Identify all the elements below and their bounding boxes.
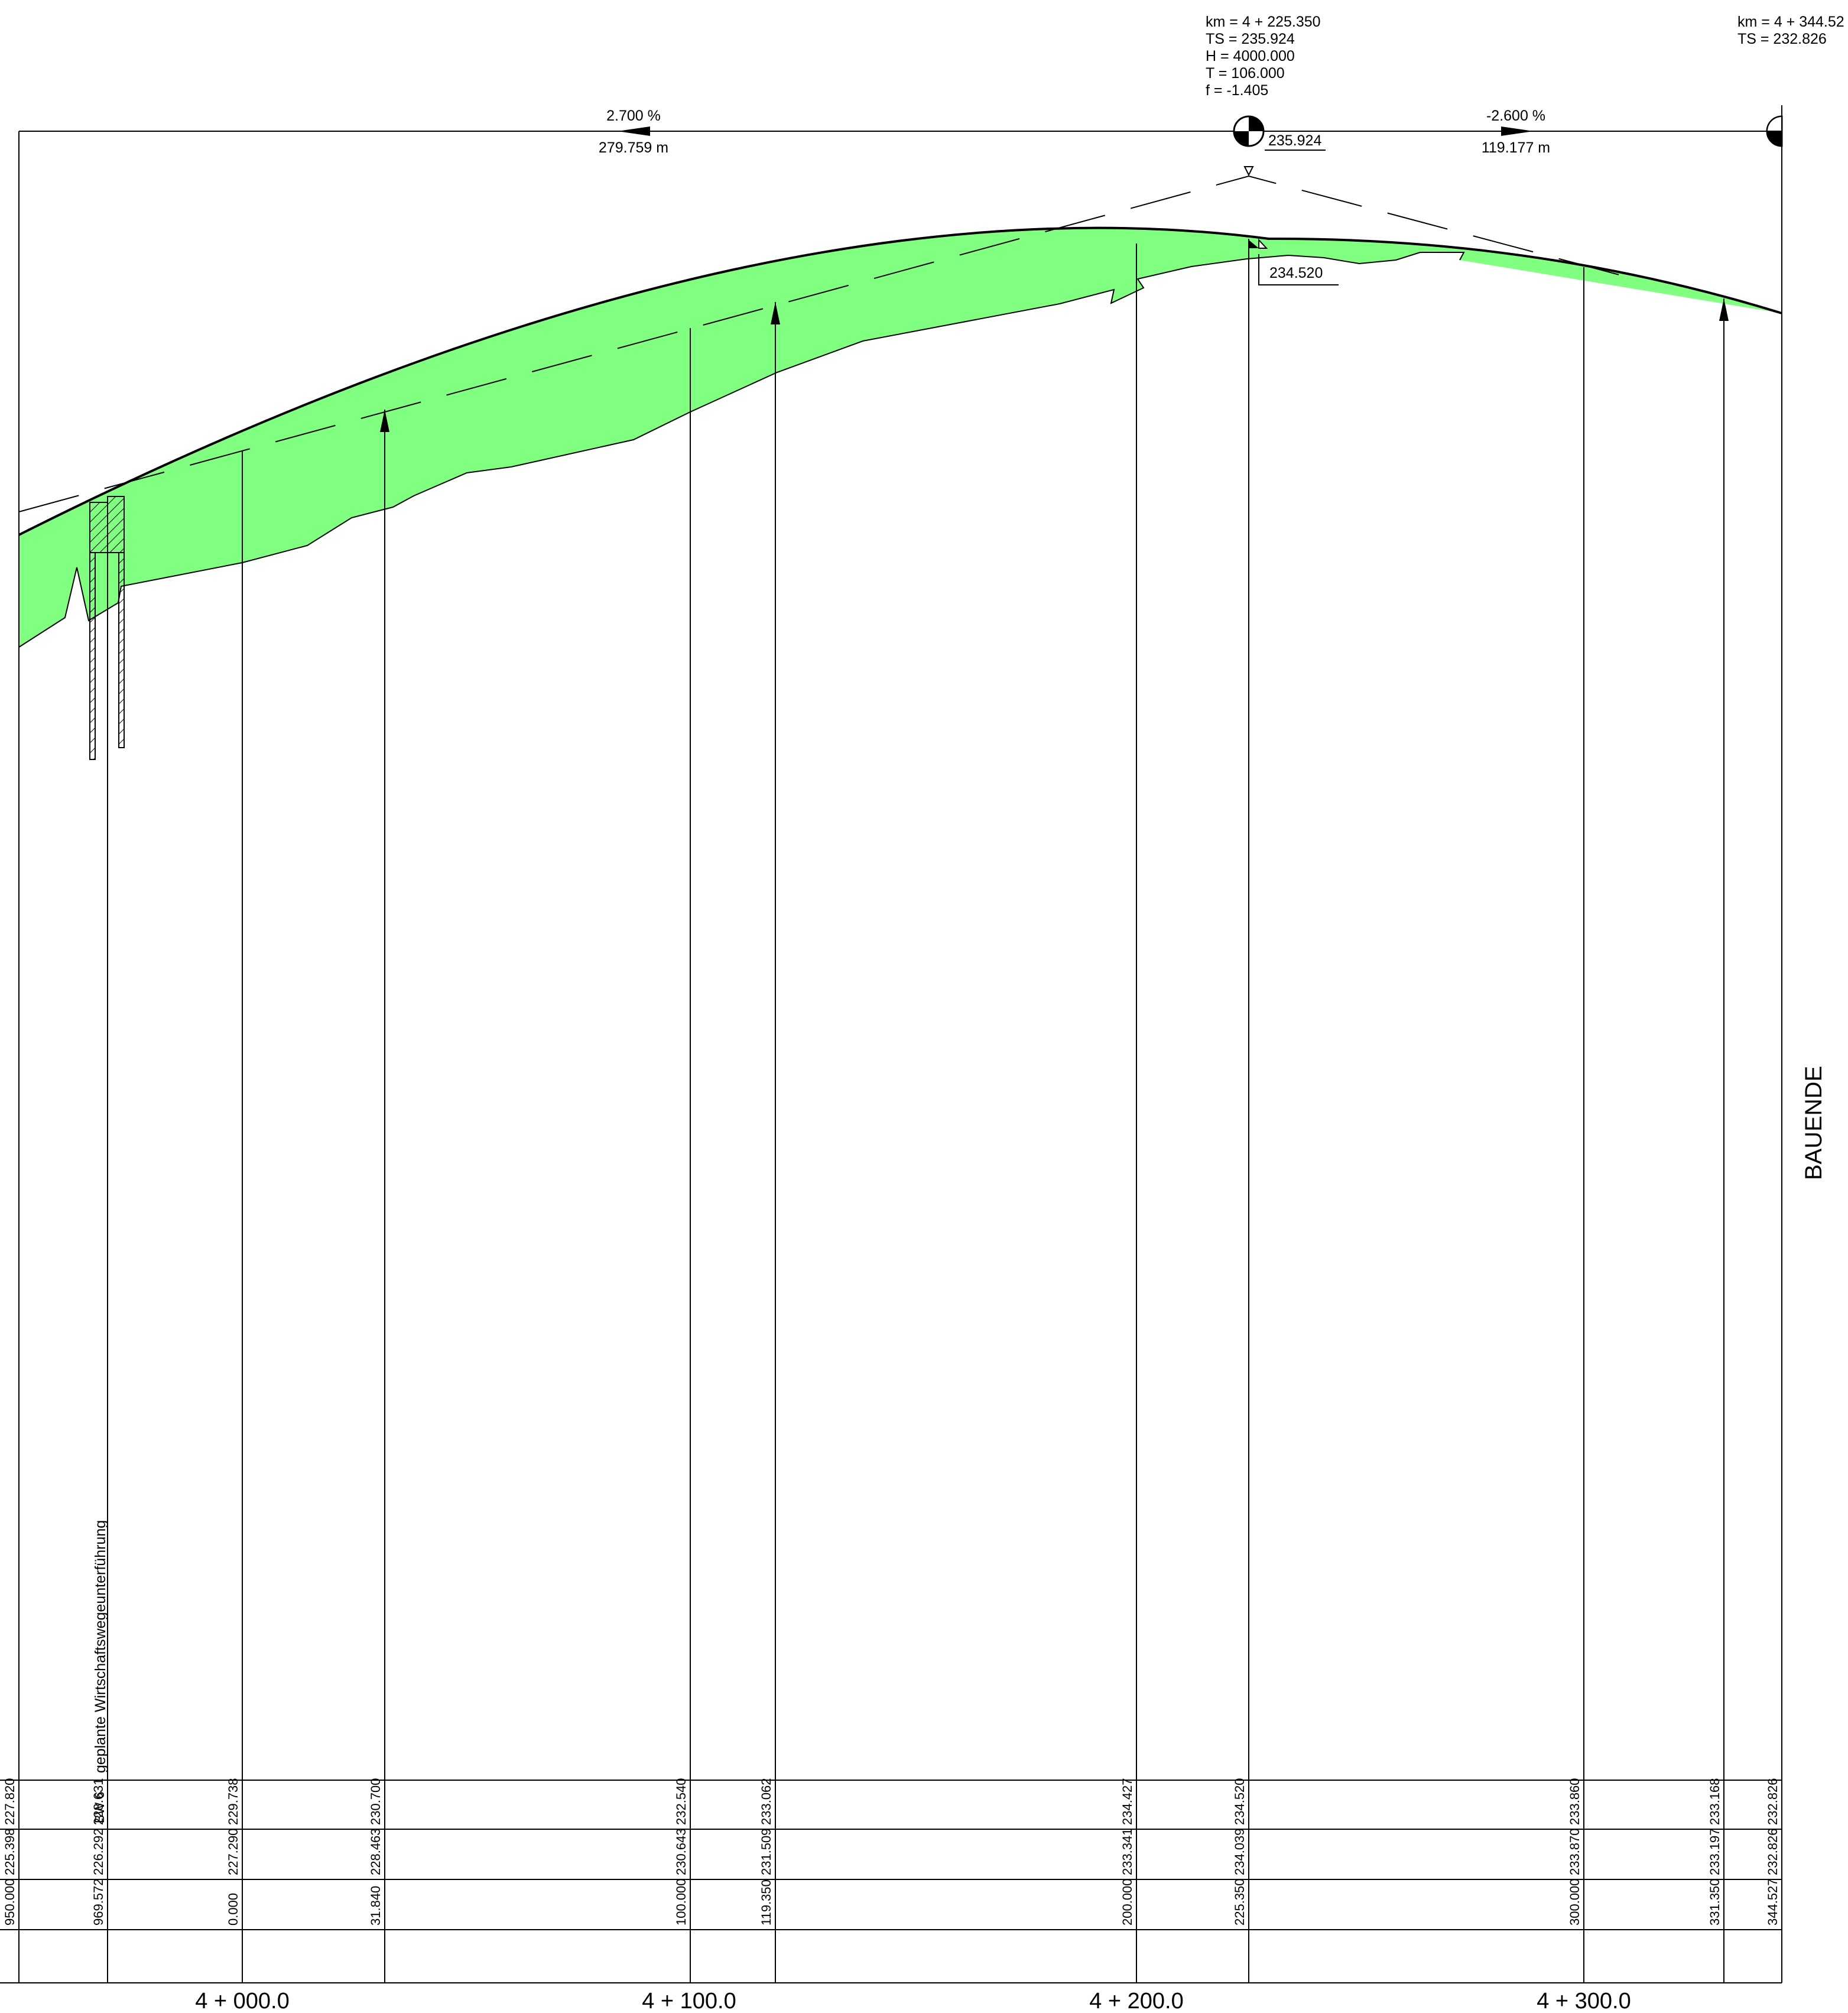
band-value: 228.463	[368, 1828, 383, 1875]
station-label: 4 + 100.0	[642, 1989, 736, 2013]
band-value: 226.292	[91, 1828, 106, 1875]
end-info-line: km = 4 + 344.52	[1737, 14, 1844, 30]
right-grade-arrow-icon	[1501, 126, 1534, 136]
band-value: 200.000	[1120, 1878, 1135, 1926]
band-value: 234.039	[1232, 1828, 1247, 1875]
end-marker-symbol	[1766, 115, 1783, 147]
structure-label: geplante Wirtschaftswegeunterführung	[92, 1520, 109, 1773]
design-level-label: 234.520	[1269, 265, 1323, 281]
band-value: 969.572	[91, 1878, 106, 1926]
end-info-line: TS = 232.826	[1737, 31, 1827, 47]
band-value: 231.509	[759, 1828, 774, 1875]
vertex-marker-symbol	[1233, 115, 1326, 177]
band-value: 31.840	[368, 1886, 383, 1926]
band-value: 230.643	[674, 1828, 688, 1875]
station-arrow-icon	[771, 302, 780, 324]
design-level-marker	[1249, 238, 1339, 285]
band-value: 232.826	[1765, 1828, 1780, 1875]
band-value: 234.520	[1232, 1778, 1247, 1825]
band-value: 232.826	[1765, 1778, 1780, 1825]
left-grade-length: 279.759 m	[599, 139, 668, 156]
bauende-label: BAUENDE	[1801, 1066, 1827, 1180]
vertex-info-line: km = 4 + 225.350	[1206, 14, 1321, 30]
band-values: 227.820 225.398 950.000 228.631 226.292 969.5…	[2, 1778, 1780, 1926]
vertex-level-label: 235.924	[1268, 132, 1321, 149]
design-gradeline	[18, 226, 1782, 536]
band-value: 233.168	[1707, 1778, 1722, 1825]
band-value: 233.062	[759, 1778, 774, 1825]
station-arrow-icon	[380, 410, 389, 432]
band-value: 230.700	[368, 1778, 383, 1825]
band-value: 227.820	[2, 1778, 17, 1825]
vertex-info-line: f = -1.405	[1206, 82, 1268, 99]
band-value: 233.197	[1707, 1828, 1722, 1875]
right-grade-annotation: -2.600 % 119.177 m	[1482, 108, 1550, 156]
band-value: 225.350	[1232, 1878, 1247, 1926]
band-value: 950.000	[2, 1878, 17, 1926]
band-value: 234.427	[1120, 1778, 1135, 1825]
station-label: 4 + 200.0	[1089, 1989, 1184, 2013]
left-grade-arrow-icon	[618, 126, 650, 136]
band-value: 233.870	[1567, 1828, 1582, 1875]
left-grade-annotation: 2.700 % 279.759 m	[599, 108, 668, 156]
band-value: 225.398	[2, 1828, 17, 1875]
station-vertical-lines	[107, 239, 1729, 1983]
station-arrow-icon	[1719, 298, 1729, 321]
band-value: 119.350	[759, 1879, 774, 1926]
vertex-info-line: T = 106.000	[1206, 65, 1285, 82]
end-curve-info: km = 4 + 344.52 TS = 232.826	[1737, 14, 1844, 47]
right-grade-length: 119.177 m	[1482, 139, 1550, 156]
band-value: 229.738	[226, 1778, 241, 1825]
right-grade-percent: -2.600 %	[1486, 108, 1545, 124]
left-grade-percent: 2.700 %	[606, 108, 661, 124]
band-value: 331.350	[1707, 1878, 1722, 1926]
station-label: 4 + 000.0	[195, 1989, 290, 2013]
vertex-curve-info: km = 4 + 225.350 TS = 235.924 H = 4000.0…	[1206, 14, 1321, 99]
ground-line	[18, 252, 1465, 648]
band-value: 233.860	[1567, 1778, 1582, 1825]
vertex-info-line: H = 4000.000	[1206, 48, 1295, 64]
band-value: 300.000	[1567, 1878, 1582, 1926]
band-value: 344.527	[1765, 1878, 1780, 1926]
band-value: 233.341	[1120, 1828, 1135, 1875]
band-value: 227.290	[226, 1828, 241, 1875]
vertex-info-line: TS = 235.924	[1206, 31, 1295, 47]
bw-label: BW 6	[92, 1791, 107, 1823]
station-label: 4 + 300.0	[1537, 1989, 1631, 2013]
data-band	[0, 1780, 1782, 1983]
earthwork-fill	[19, 228, 1782, 647]
band-value: 0.000	[226, 1893, 241, 1926]
band-value: 100.000	[674, 1878, 688, 1926]
band-value: 228.631	[91, 1778, 106, 1825]
structure-bw6	[89, 496, 125, 760]
band-value: 232.540	[674, 1778, 688, 1825]
